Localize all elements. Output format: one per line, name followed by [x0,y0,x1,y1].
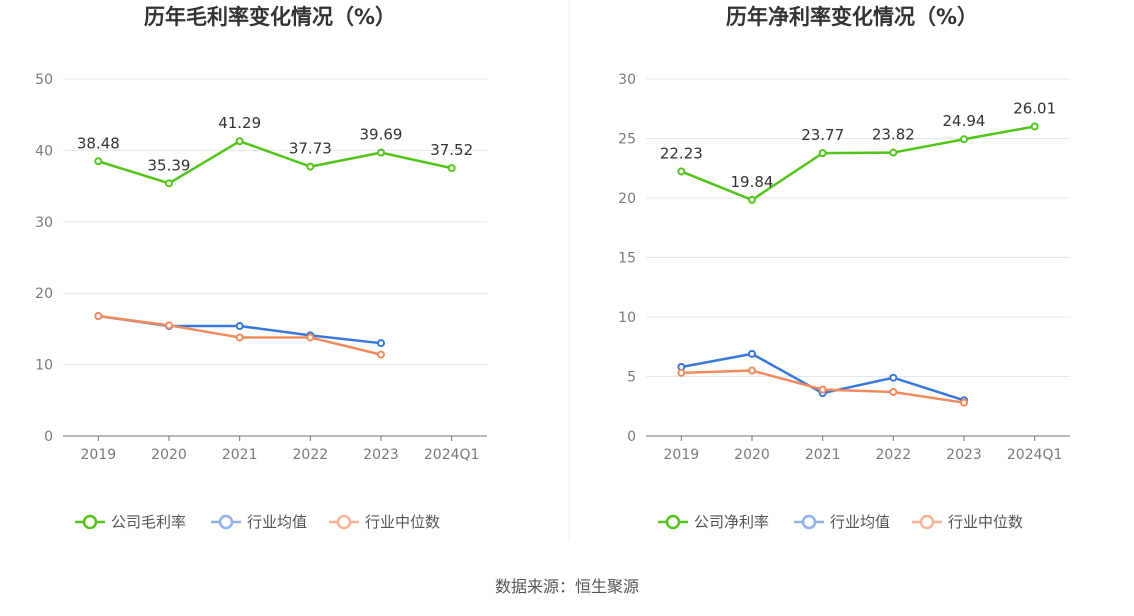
legend-label: 行业均值 [830,513,890,531]
data-label: 24.94 [943,112,986,130]
legend-item-company[interactable]: 公司毛利率 [75,513,186,531]
y-tick-label: 25 [618,132,636,148]
gross-margin-chart: 历年毛利率变化情况（%） 0 10 20 30 40 50 2019 2020 2021 2022 2… [35,5,487,531]
data-label: 38.48 [77,134,120,152]
data-point-industry_median[interactable] [235,333,244,342]
data-point-company[interactable] [447,164,456,173]
y-tick-label: 50 [35,72,53,88]
data-point-company[interactable] [818,149,827,158]
data-label: 37.73 [289,140,332,158]
data-point-company[interactable] [306,162,315,171]
data-point-industry_median[interactable] [748,366,756,375]
legend-marker [336,514,352,530]
data-source-footer: 数据来源：恒生聚源 [495,577,639,596]
data-label: 22.23 [660,144,703,162]
data-point-industry_median[interactable] [165,321,173,330]
x-tick-label: 2019 [81,447,117,463]
legend-label: 行业中位数 [948,513,1023,531]
series-line-company [97,139,452,185]
data-label: 19.84 [731,173,774,191]
y-tick-label: 20 [35,286,53,302]
chart-title: 历年净利率变化情况（%） [726,5,978,29]
y-tick-label: 0 [627,429,636,445]
data-point-industry_avg[interactable] [748,349,756,358]
data-label: 26.01 [1013,99,1056,117]
legend-marker [801,514,817,530]
legend-item-industry_avg[interactable]: 行业均值 [794,513,890,531]
y-tick-label: 15 [618,251,636,267]
legend-label: 行业均值 [247,513,307,531]
data-label: 41.29 [218,114,261,132]
legend-marker [218,514,234,530]
data-label: 23.82 [872,126,915,144]
x-tick-label: 2020 [734,447,770,463]
data-point-company[interactable] [677,167,686,176]
data-point-industry_median[interactable] [377,350,385,359]
x-tick-label: 2022 [876,447,912,463]
data-point-company[interactable] [1030,122,1039,131]
data-point-industry_median[interactable] [960,398,968,407]
legend-marker [82,514,98,530]
legend-item-company[interactable]: 公司净利率 [658,513,769,531]
x-tick-label: 2021 [222,447,258,463]
data-point-company[interactable] [960,135,968,144]
data-point-company[interactable] [748,195,756,204]
legend-label: 行业中位数 [365,513,440,531]
y-tick-label: 10 [35,358,53,374]
data-label: 39.69 [360,126,403,144]
y-tick-label: 20 [618,191,636,207]
legend-item-industry_median[interactable]: 行业中位数 [329,513,440,531]
data-label: 37.52 [430,141,473,159]
x-tick-label: 2023 [363,447,399,463]
net-margin-chart: 历年净利率变化情况（%） 0 5 10 15 20 25 30 2019 2020 2021 2022… [618,5,1070,531]
data-point-industry_avg[interactable] [235,322,244,331]
data-point-industry_avg[interactable] [889,373,898,382]
legend-label: 公司毛利率 [111,513,186,531]
legend-item-industry_avg[interactable]: 行业均值 [211,513,307,531]
legend-label: 公司净利率 [694,513,769,531]
data-point-company[interactable] [94,157,103,166]
x-tick-label: 2021 [805,447,841,463]
y-tick-label: 0 [44,429,53,445]
data-point-company[interactable] [235,137,244,146]
data-point-industry_median[interactable] [677,368,686,377]
data-point-company[interactable] [165,179,173,188]
data-point-industry_avg[interactable] [377,339,385,348]
data-point-company[interactable] [889,148,898,157]
x-tick-label: 2023 [946,447,982,463]
y-tick-label: 5 [627,370,636,386]
data-label: 23.77 [801,126,844,144]
legend-item-industry_median[interactable]: 行业中位数 [912,513,1023,531]
data-point-industry_median[interactable] [94,312,103,321]
y-tick-label: 30 [618,72,636,88]
x-tick-label: 2019 [664,447,700,463]
data-point-company[interactable] [377,148,385,157]
legend-marker [665,514,681,530]
chart-title: 历年毛利率变化情况（%） [144,5,396,29]
y-tick-label: 40 [35,143,53,159]
data-point-industry_median[interactable] [306,333,315,342]
data-label: 35.39 [148,156,191,174]
data-point-industry_median[interactable] [818,385,827,394]
x-tick-label: 2022 [293,447,329,463]
x-tick-label: 2024Q1 [424,447,480,463]
y-tick-label: 30 [35,215,53,231]
legend-marker [919,514,935,530]
series-line-company [680,125,1035,202]
y-tick-label: 10 [618,310,636,326]
data-point-industry_median[interactable] [889,387,898,396]
x-tick-label: 2024Q1 [1007,447,1063,463]
x-tick-label: 2020 [151,447,187,463]
